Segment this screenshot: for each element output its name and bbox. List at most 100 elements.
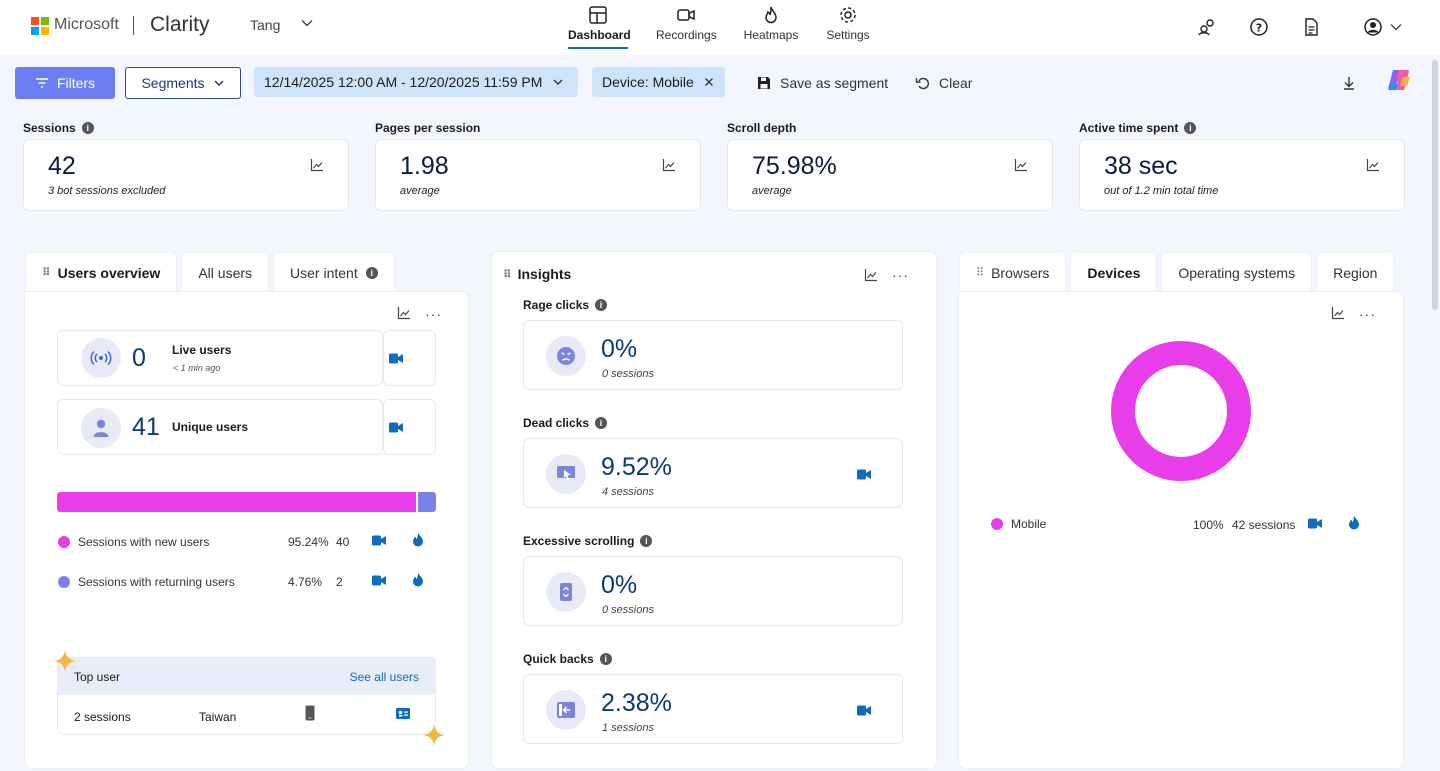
trend-chart-icon[interactable] (1014, 158, 1028, 172)
chevron-down-icon[interactable] (1389, 17, 1403, 37)
info-icon[interactable]: i (595, 299, 608, 311)
filter-bar: Filters Segments 12/14/2025 12:00 AM - 1… (0, 55, 1440, 111)
info-icon[interactable]: i (365, 266, 378, 279)
returning-users-row: Sessions with returning users 4.76% 2 (58, 575, 368, 589)
project-selector[interactable]: Tang (250, 17, 281, 33)
tab-all-users[interactable]: All users (181, 252, 270, 292)
excessive-scrolling-card[interactable]: 0% 0 sessions (523, 556, 903, 626)
new-users-count: 40 (336, 535, 350, 549)
nav-settings[interactable]: Settings (826, 4, 870, 46)
trend-chart-icon[interactable] (1331, 306, 1345, 320)
copilot-icon[interactable] (1386, 67, 1412, 93)
dead-clicks-label: Dead clicks i (523, 416, 608, 430)
legend-dot (58, 576, 70, 588)
sessions-metric-card[interactable]: 42 3 bot sessions excluded (23, 139, 349, 211)
live-users-subtext: < 1 min ago (173, 363, 221, 373)
video-icon[interactable] (1308, 518, 1322, 529)
video-icon[interactable] (389, 422, 403, 433)
chevron-down-icon (553, 79, 563, 85)
product-name[interactable]: Clarity (150, 13, 210, 36)
date-range-chip[interactable]: 12/14/2025 12:00 AM - 12/20/2025 11:59 P… (254, 67, 578, 97)
chevron-down-icon[interactable] (300, 16, 314, 30)
nav-dashboard[interactable]: Dashboard (568, 4, 631, 49)
document-icon[interactable] (1301, 17, 1321, 37)
unique-users-label: Unique users (172, 420, 249, 434)
users-tab-row: ⠿ Users overview All users User intent i (25, 252, 399, 292)
video-icon (677, 9, 695, 21)
info-icon[interactable]: i (640, 535, 653, 547)
rage-clicks-card[interactable]: 0% 0 sessions (523, 320, 903, 390)
nav-recordings[interactable]: Recordings (656, 4, 717, 46)
unique-users-value: 41 (132, 413, 160, 441)
brand-divider (133, 16, 134, 35)
drag-handle-icon[interactable]: ⠿ (42, 267, 51, 279)
rage-clicks-label: Rage clicks i (523, 298, 608, 312)
tab-users-overview[interactable]: ⠿ Users overview (25, 252, 178, 292)
clear-button[interactable]: Clear (915, 75, 972, 91)
live-broadcast-icon (81, 338, 121, 378)
info-icon[interactable]: i (1184, 122, 1197, 134)
info-icon[interactable]: i (81, 122, 94, 134)
user-id-card-icon[interactable] (396, 708, 410, 719)
trend-chart-icon[interactable] (397, 306, 411, 320)
trend-chart-icon[interactable] (662, 158, 676, 172)
pages-per-session-label: Pages per session (375, 121, 481, 135)
heatmap-flame-icon[interactable] (1348, 515, 1360, 530)
heatmap-flame-icon[interactable] (412, 572, 424, 587)
heatmap-flame-icon[interactable] (412, 532, 424, 547)
dead-clicks-pct: 9.52% (601, 453, 672, 481)
dead-clicks-sessions: 4 sessions (602, 486, 654, 498)
donut-slice-mobile[interactable] (1111, 341, 1251, 481)
account-avatar-icon[interactable] (1363, 17, 1383, 37)
mobile-phone-icon (305, 705, 315, 721)
device-donut-chart[interactable] (1111, 341, 1251, 481)
top-user-row[interactable]: 2 sessions Taiwan (58, 695, 435, 734)
more-options-icon[interactable]: ··· (425, 306, 442, 322)
video-icon[interactable] (372, 535, 386, 546)
close-icon[interactable] (704, 77, 714, 87)
dead-clicks-card[interactable]: 9.52% 4 sessions (523, 438, 903, 508)
segments-dropdown[interactable]: Segments (125, 67, 241, 99)
nav-heatmaps[interactable]: Heatmaps (743, 4, 799, 46)
segments-label: Segments (141, 75, 205, 91)
tab-devices[interactable]: Devices (1070, 252, 1158, 292)
info-icon[interactable]: i (599, 653, 612, 665)
quick-backs-card[interactable]: 2.38% 1 sessions (523, 674, 903, 744)
video-icon[interactable] (372, 575, 386, 586)
active-time-value: 38 sec (1104, 152, 1178, 180)
video-icon[interactable] (389, 353, 403, 364)
trend-chart-icon[interactable] (864, 268, 878, 282)
tab-region[interactable]: Region (1316, 252, 1395, 292)
live-users-recordings-card[interactable] (383, 330, 436, 386)
new-users-bar-segment[interactable] (57, 492, 416, 512)
device-filter-chip[interactable]: Device: Mobile (592, 67, 725, 97)
returning-users-bar-segment[interactable] (418, 492, 436, 512)
person-icon (81, 408, 121, 448)
svg-text:?: ? (1256, 22, 1262, 35)
filters-button[interactable]: Filters (15, 67, 115, 99)
save-as-segment-button[interactable]: Save as segment (756, 75, 888, 91)
drag-handle-icon[interactable]: ⠿ (976, 267, 984, 279)
download-icon[interactable] (1341, 75, 1357, 91)
tab-operating-systems[interactable]: Operating systems (1161, 252, 1313, 292)
drag-handle-icon[interactable]: ⠿ (503, 268, 512, 281)
people-share-icon[interactable] (1197, 17, 1217, 37)
tab-browsers[interactable]: ⠿ Browsers (959, 252, 1067, 292)
page-scrollbar[interactable] (1432, 60, 1438, 310)
trend-chart-icon[interactable] (1366, 158, 1380, 172)
see-all-users-link[interactable]: See all users (349, 669, 419, 684)
more-options-icon[interactable]: ··· (1359, 306, 1376, 322)
active-time-card[interactable]: 38 sec out of 1.2 min total time (1079, 139, 1405, 211)
help-icon[interactable]: ? (1249, 17, 1269, 37)
new-vs-returning-bar[interactable] (57, 492, 436, 512)
scroll-depth-card[interactable]: 75.98% average (727, 139, 1053, 211)
video-icon[interactable] (857, 469, 871, 480)
video-icon[interactable] (857, 705, 871, 716)
info-icon[interactable]: i (595, 417, 608, 429)
insights-title: Insights (517, 266, 572, 282)
legend-dot (991, 518, 1003, 530)
pages-per-session-card[interactable]: 1.98 average (375, 139, 701, 211)
more-options-icon[interactable]: ··· (892, 267, 909, 283)
trend-chart-icon[interactable] (310, 158, 324, 172)
tab-user-intent[interactable]: User intent i (273, 252, 395, 292)
